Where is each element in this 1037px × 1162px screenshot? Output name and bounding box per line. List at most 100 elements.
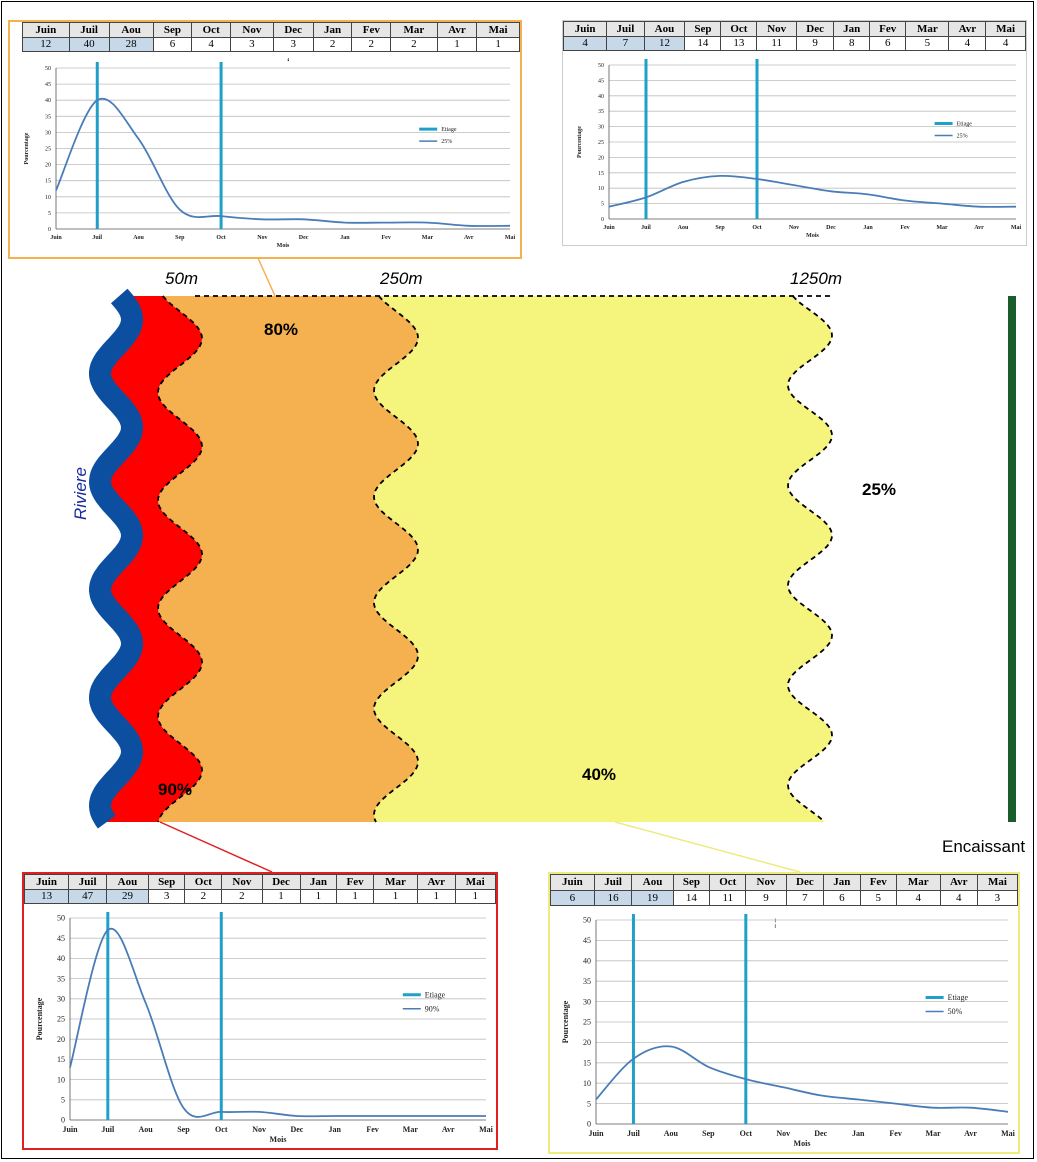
month-value-cell: 14	[684, 35, 722, 51]
y-tick-label: 30	[45, 130, 51, 136]
month-value-cell: 1	[299, 888, 338, 904]
boundary-90-80	[157, 295, 203, 823]
month-value-cell: 29	[106, 888, 149, 904]
x-tick-label: Sep	[175, 235, 185, 241]
x-tick-label: Juil	[641, 225, 651, 231]
month-header-cell: Dec	[785, 874, 825, 891]
month-value-row: 12 40 28 6 4 3 3 2 2 2 1 1	[22, 36, 520, 52]
zone-80-percent	[158, 296, 418, 822]
y-tick-label: 15	[583, 1058, 591, 1067]
month-header-cell: Jan	[823, 874, 861, 891]
y-tick-label: 50	[45, 66, 51, 72]
month-value-cell: 5	[859, 889, 897, 906]
month-header-cell: Oct	[720, 21, 758, 37]
zone-label-80: 80%	[264, 320, 298, 339]
chart-mark: ¦	[774, 918, 777, 929]
x-tick-label: Avr	[964, 1129, 977, 1138]
y-tick-label: 40	[45, 98, 51, 104]
y-tick-label: 35	[57, 974, 65, 983]
month-header-cell: Mar	[390, 22, 438, 38]
month-header-cell: Jan	[833, 21, 871, 37]
y-tick-label: 35	[45, 114, 51, 120]
chart-panel-90: Juin Juil Aou Sep Oct Nov Dec Jan Fev Mar Avr Mai 13…	[22, 872, 498, 1150]
x-tick-label: Mai	[1011, 225, 1022, 231]
x-tick-label: Fev	[889, 1129, 901, 1138]
x-tick-label: Juin	[62, 1125, 78, 1134]
month-table: Juin Juil Aou Sep Oct Nov Dec Jan Fev Mar Avr Mai 6 1…	[550, 874, 1019, 906]
month-header-cell: Avr	[948, 21, 987, 37]
x-tick-label: Oct	[216, 235, 225, 241]
month-header-cell: Jan	[312, 22, 353, 38]
month-value-cell: 9	[796, 35, 835, 51]
y-tick-label: 50	[598, 63, 604, 69]
x-axis-label: Mois	[806, 233, 819, 239]
x-tick-label: Sep	[702, 1129, 715, 1138]
month-header-cell: Juil	[68, 874, 108, 890]
y-tick-label: 5	[48, 211, 51, 217]
month-value-cell: 6	[823, 889, 861, 906]
month-header-cell: Aou	[108, 22, 154, 38]
legend-label-series: 50%	[948, 1007, 963, 1016]
month-value-cell: 13	[720, 35, 758, 51]
line-chart: 0 5 10 15 20 25 30 35 40 45 50 Juin Juil Aou Sep Oct Nov…	[577, 59, 1022, 239]
month-header-cell: Fev	[351, 22, 392, 38]
y-tick-label: 40	[57, 954, 65, 963]
month-header-cell: Juin	[23, 874, 70, 890]
month-value-cell: 40	[68, 36, 110, 52]
month-header-row: Juin Juil Aou Sep Oct Nov Dec Jan Fev Mar Avr Mai	[22, 22, 520, 38]
month-value-cell: 1	[476, 36, 520, 52]
y-tick-label: 25	[583, 1018, 591, 1027]
month-header-cell: Mar	[895, 874, 941, 891]
month-header-cell: Sep	[684, 21, 722, 37]
month-header-cell: Mai	[985, 21, 1026, 37]
x-tick-label: Juil	[627, 1129, 641, 1138]
x-tick-label: Mai	[479, 1125, 494, 1134]
month-header-cell: Mar	[905, 21, 950, 37]
y-tick-label: 10	[583, 1079, 591, 1088]
month-value-cell: 1	[436, 36, 478, 52]
month-value-cell: 11	[709, 889, 747, 906]
month-header-cell: Nov	[756, 21, 798, 37]
encaissant-bar	[1008, 296, 1016, 822]
chart-mark: ʻ	[287, 56, 290, 70]
x-tick-label: Aou	[133, 235, 144, 241]
month-value-cell: 6	[550, 889, 595, 906]
x-tick-label: Mai	[505, 235, 516, 241]
legend-label-etiage: Etiage	[948, 993, 969, 1002]
boundary-40-25	[787, 295, 833, 823]
month-value-cell: 2	[351, 36, 392, 52]
chart-panel-50: Juin Juil Aou Sep Oct Nov Dec Jan Fev Mar Avr Mai 6 1…	[548, 872, 1020, 1154]
legend-label-etiage: Etiage	[425, 990, 446, 999]
x-tick-label: Oct	[752, 225, 761, 231]
y-tick-label: 45	[57, 934, 65, 943]
y-tick-label: 5	[601, 202, 604, 208]
month-header-cell: Nov	[230, 22, 274, 38]
x-tick-label: Dec	[299, 235, 309, 241]
month-value-cell: 8	[833, 35, 871, 51]
x-tick-label: Juil	[92, 235, 102, 241]
y-tick-label: 0	[587, 1120, 591, 1129]
month-value-cell: 7	[606, 35, 645, 51]
y-tick-label: 10	[57, 1075, 65, 1084]
x-tick-label: Oct	[740, 1129, 753, 1138]
distance-50m: 50m	[165, 269, 198, 288]
y-tick-label: 30	[598, 125, 604, 131]
month-value-cell: 6	[869, 35, 907, 51]
x-tick-label: Sep	[715, 225, 725, 231]
zone-label-40: 40%	[582, 765, 616, 784]
month-header-cell: Fev	[859, 874, 897, 891]
y-tick-label: 20	[583, 1038, 591, 1047]
month-value-cell: 3	[976, 889, 1019, 906]
month-header-cell: Juil	[606, 21, 645, 37]
month-header-cell: Juin	[562, 21, 608, 37]
legend-label-series: 90%	[425, 1004, 440, 1013]
month-header-cell: Dec	[261, 874, 301, 890]
y-tick-label: 15	[45, 179, 51, 185]
zone-label-90: 90%	[158, 780, 192, 799]
x-tick-label: Nov	[252, 1125, 266, 1134]
month-header-cell: Avr	[436, 22, 478, 38]
zone-40-percent	[374, 296, 832, 822]
series-line	[55, 97, 511, 227]
x-tick-label: Dec	[826, 225, 836, 231]
